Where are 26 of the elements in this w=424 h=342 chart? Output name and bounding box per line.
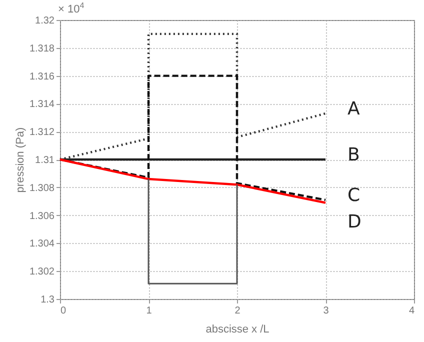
y-tick-label: 1.314: [29, 99, 55, 110]
x-tick-label: 4: [408, 306, 415, 316]
line-series: [58, 158, 327, 204]
y-tick-label: 1.3: [40, 294, 55, 306]
series-label: B: [348, 144, 360, 166]
line-series: [58, 74, 327, 202]
series-label: A: [348, 98, 360, 120]
y-tick-label: 1.306: [29, 210, 55, 222]
y-tick-label: 1.304: [29, 238, 55, 250]
y-tick-label: 1.318: [29, 43, 55, 54]
line-series: [58, 32, 327, 161]
y-tick-label: 1.32: [35, 16, 55, 26]
y-tick-label: 1.31: [35, 155, 55, 166]
y-tick-label: 1.316: [29, 71, 55, 82]
y-tick-label: 1.308: [29, 182, 55, 194]
x-tick-label: 2: [234, 306, 241, 316]
series-label: D: [348, 212, 362, 233]
x-axis-title: abscisse x /L: [206, 324, 270, 336]
x-tick-label: 0: [60, 306, 66, 316]
series-label: C: [348, 184, 360, 206]
text: × 10$^{4}$: [58, 1, 84, 16]
x-tick-label: 3: [323, 306, 330, 316]
x-tick-label: 1: [146, 306, 152, 316]
y-tick-label: 1.302: [29, 266, 55, 278]
y-axis-title: pression (Pa): [14, 127, 26, 193]
y-tick-label: 1.312: [29, 127, 55, 138]
